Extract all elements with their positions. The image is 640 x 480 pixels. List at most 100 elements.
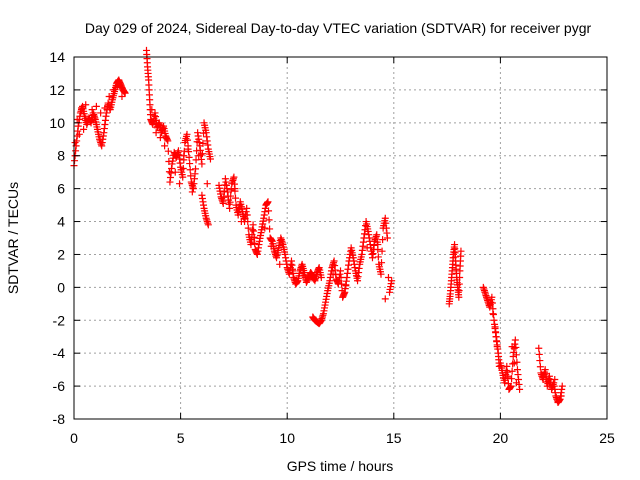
data-point (186, 160, 194, 168)
x-axis-title: GPS time / hours (287, 458, 394, 474)
data-point (220, 188, 228, 196)
data-point (516, 385, 524, 393)
data-point (219, 199, 227, 207)
data-point (199, 139, 207, 147)
data-point (374, 253, 382, 261)
data-point (71, 139, 79, 147)
x-tick-label: 5 (177, 430, 185, 446)
data-point (243, 211, 251, 219)
data-point (276, 260, 284, 268)
data-point (545, 379, 553, 387)
data-point (512, 351, 520, 359)
y-tick-label: 6 (57, 181, 65, 197)
data-point (92, 102, 100, 110)
data-point (338, 280, 346, 288)
data-point (230, 173, 238, 181)
data-point (198, 160, 206, 168)
data-point (266, 225, 274, 233)
data-point (185, 153, 193, 161)
data-point (227, 186, 235, 194)
data-point (558, 382, 566, 390)
data-point (180, 152, 188, 160)
data-point (373, 231, 381, 239)
data-point (383, 234, 391, 242)
tick-labels-layer: 0 5 10 15 20 25 -8 -6 -4 -2 0 2 4 6 8 10 12 14 (49, 49, 615, 446)
data-point (507, 382, 515, 390)
data-point (342, 282, 350, 290)
chart-title: Day 029 of 2024, Sidereal Day-to-day VTE… (85, 20, 592, 36)
plot-frame (73, 56, 608, 420)
data-point (237, 218, 245, 226)
data-point (161, 142, 169, 150)
x-tick-label: 20 (493, 430, 509, 446)
x-tick-label: 25 (599, 430, 615, 446)
data-point (203, 180, 211, 188)
data-point (109, 86, 117, 94)
data-point (164, 137, 172, 145)
data-point (250, 227, 258, 235)
data-point (121, 89, 129, 97)
data-point (186, 166, 194, 174)
x-tick-label: 10 (279, 430, 295, 446)
data-point (511, 336, 519, 344)
data-point (337, 273, 345, 281)
y-tick-label: -2 (53, 312, 66, 328)
data-point (265, 216, 273, 224)
data-point (455, 280, 463, 288)
data-point (374, 241, 382, 249)
data-point (105, 92, 113, 100)
data-point (509, 360, 517, 368)
data-point (536, 357, 544, 365)
data-point (187, 172, 195, 180)
y-tick-label: 14 (49, 49, 65, 65)
data-point (299, 272, 307, 280)
y-tick-label: 4 (57, 214, 65, 230)
data-point (231, 185, 239, 193)
data-point (206, 155, 214, 163)
data-point (244, 218, 252, 226)
y-tick-label: 8 (57, 148, 65, 164)
data-point (512, 379, 520, 387)
data-point (250, 234, 258, 242)
data-point (244, 224, 252, 232)
data-point (329, 270, 337, 278)
data-point (557, 392, 565, 400)
data-point (84, 117, 92, 125)
data-point (378, 259, 386, 267)
data-point (152, 129, 160, 137)
y-tick-label: -6 (53, 378, 66, 394)
y-tick-label: -4 (53, 345, 66, 361)
x-tick-label: 15 (386, 430, 402, 446)
data-point (379, 236, 387, 244)
data-point (508, 367, 516, 375)
data-point (384, 273, 392, 281)
data-point (198, 150, 206, 158)
y-tick-label: 0 (57, 279, 65, 295)
data-point (455, 287, 463, 295)
data-point (204, 221, 212, 229)
data-point (265, 207, 273, 215)
data-point (118, 92, 126, 100)
data-point (164, 147, 172, 155)
data-point (388, 277, 396, 285)
data-point (381, 295, 389, 303)
data-point (378, 247, 386, 255)
data-point (226, 198, 234, 206)
data-point (377, 270, 385, 278)
data-point (261, 224, 269, 232)
data-point (363, 244, 371, 252)
data-point (489, 310, 497, 318)
data-point (535, 350, 543, 358)
data-point (80, 125, 88, 133)
data-point (310, 275, 318, 283)
data-point (264, 198, 272, 206)
data-point (317, 273, 325, 281)
data-point (73, 116, 81, 124)
data-point (535, 344, 543, 352)
y-tick-label: 10 (49, 115, 65, 131)
data-point (176, 180, 184, 188)
data-point (114, 83, 122, 91)
data-points-layer (70, 46, 566, 407)
